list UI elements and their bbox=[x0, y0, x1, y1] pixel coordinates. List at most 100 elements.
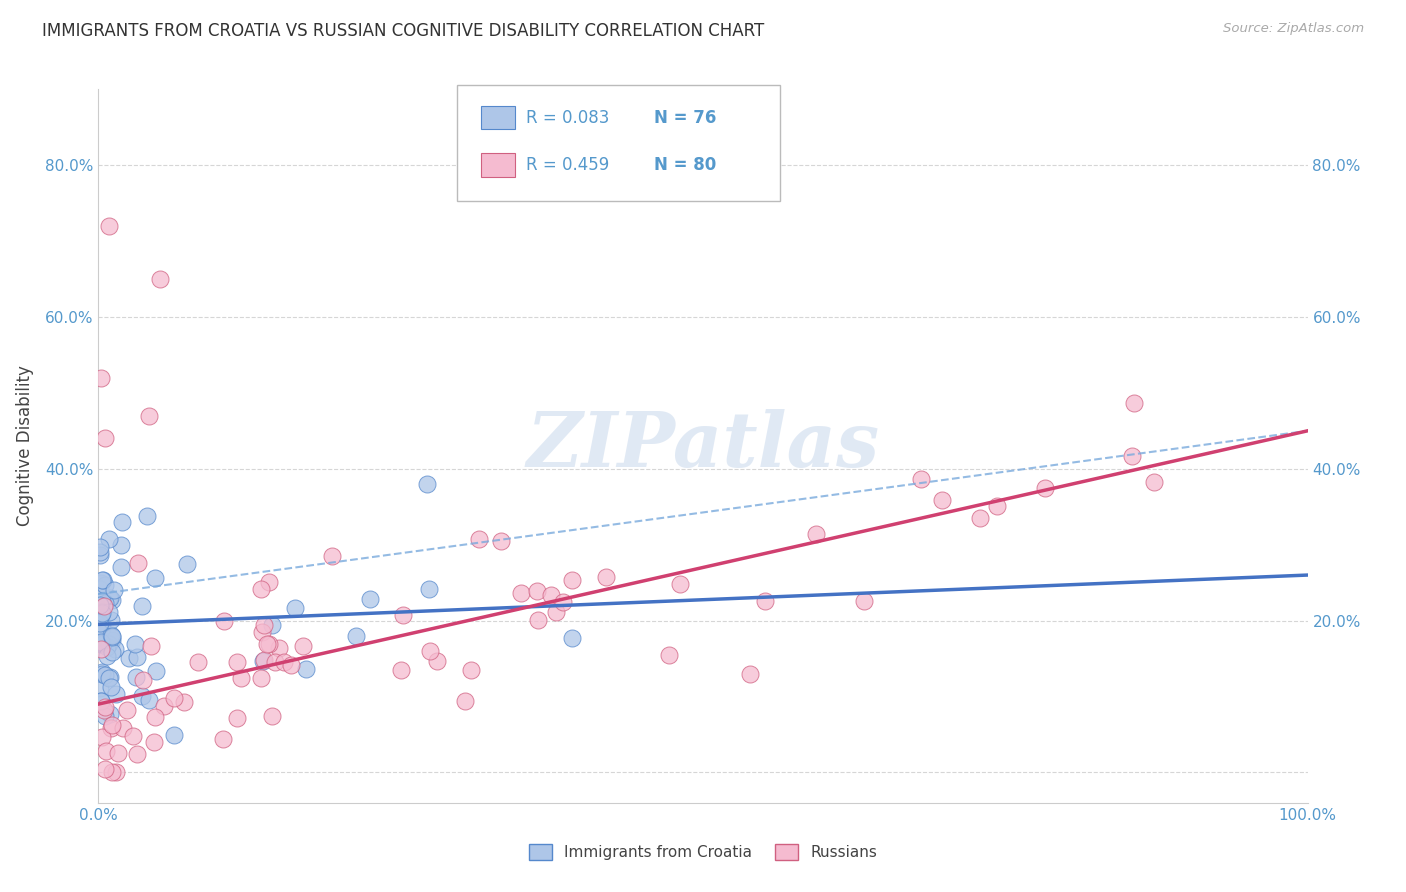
Point bbox=[98, 591, 121, 606]
Text: Source: ZipAtlas.com: Source: ZipAtlas.com bbox=[1223, 22, 1364, 36]
Point bbox=[89, 549, 111, 563]
Point bbox=[131, 599, 153, 613]
Point bbox=[101, 645, 124, 659]
Point bbox=[131, 689, 153, 703]
Point bbox=[389, 664, 412, 678]
Point bbox=[105, 765, 128, 780]
Point bbox=[91, 622, 114, 636]
Point bbox=[141, 639, 163, 653]
Point bbox=[419, 643, 441, 657]
Point bbox=[93, 703, 115, 717]
Point bbox=[111, 722, 134, 736]
Point bbox=[98, 670, 121, 684]
Point bbox=[415, 477, 437, 491]
Point bbox=[90, 606, 112, 620]
Point bbox=[460, 664, 482, 678]
Point bbox=[595, 570, 617, 584]
Point bbox=[418, 582, 440, 596]
Text: N = 76: N = 76 bbox=[654, 109, 716, 127]
Point bbox=[94, 700, 117, 714]
Point bbox=[250, 582, 273, 596]
Point bbox=[110, 560, 132, 574]
Point bbox=[527, 613, 550, 627]
Point bbox=[90, 575, 112, 590]
Point bbox=[1143, 475, 1166, 490]
Point bbox=[103, 582, 125, 597]
Point bbox=[668, 576, 690, 591]
Point bbox=[509, 585, 531, 599]
Point bbox=[91, 666, 114, 681]
Point bbox=[754, 594, 776, 608]
Point bbox=[526, 583, 548, 598]
Point bbox=[214, 615, 236, 629]
Point bbox=[100, 721, 122, 735]
Point bbox=[94, 596, 117, 610]
Point bbox=[90, 370, 112, 384]
Text: IMMIGRANTS FROM CROATIA VS RUSSIAN COGNITIVE DISABILITY CORRELATION CHART: IMMIGRANTS FROM CROATIA VS RUSSIAN COGNI… bbox=[42, 22, 765, 40]
Point bbox=[149, 272, 172, 286]
Point bbox=[100, 628, 122, 642]
Point bbox=[89, 593, 111, 607]
Point bbox=[125, 670, 148, 684]
Point bbox=[101, 765, 124, 780]
Point bbox=[90, 605, 112, 619]
Point bbox=[1033, 481, 1056, 495]
Point bbox=[96, 640, 118, 654]
Point bbox=[273, 655, 295, 669]
Point bbox=[110, 538, 132, 552]
Point bbox=[256, 637, 278, 651]
Point bbox=[104, 641, 127, 656]
Point bbox=[454, 694, 477, 708]
Point bbox=[100, 680, 122, 694]
Point bbox=[105, 687, 128, 701]
Point bbox=[153, 699, 176, 714]
Point bbox=[90, 623, 112, 637]
Point bbox=[91, 637, 114, 651]
Point bbox=[187, 655, 209, 669]
Point bbox=[260, 708, 283, 723]
Point bbox=[98, 671, 121, 685]
Point bbox=[89, 545, 111, 559]
Point bbox=[127, 747, 149, 761]
Point bbox=[284, 601, 307, 615]
Text: R = 0.459: R = 0.459 bbox=[526, 156, 609, 174]
Point bbox=[931, 492, 953, 507]
Point bbox=[96, 648, 118, 663]
Point bbox=[804, 527, 827, 541]
Point bbox=[295, 661, 318, 675]
Point bbox=[143, 570, 166, 584]
Point bbox=[250, 672, 273, 686]
Point bbox=[96, 744, 118, 758]
Point bbox=[89, 681, 111, 695]
Point bbox=[392, 607, 415, 622]
Point bbox=[101, 718, 124, 732]
Point bbox=[250, 624, 273, 639]
Point bbox=[89, 637, 111, 651]
Point bbox=[93, 599, 115, 613]
Point bbox=[280, 658, 302, 673]
Point bbox=[94, 431, 117, 445]
Point bbox=[97, 605, 120, 619]
Point bbox=[252, 617, 274, 632]
Point bbox=[546, 605, 568, 619]
Point bbox=[127, 556, 149, 570]
Point bbox=[910, 472, 932, 486]
Point bbox=[468, 533, 491, 547]
Point bbox=[125, 649, 148, 664]
Point bbox=[100, 706, 122, 721]
Point bbox=[738, 666, 761, 681]
Point bbox=[346, 629, 368, 643]
Point bbox=[1121, 449, 1143, 463]
Text: ZIPatlas: ZIPatlas bbox=[526, 409, 880, 483]
Point bbox=[226, 711, 249, 725]
Point bbox=[90, 730, 112, 744]
Point bbox=[124, 637, 146, 651]
Point bbox=[90, 641, 112, 656]
Point bbox=[90, 573, 112, 587]
Point bbox=[131, 673, 153, 687]
Point bbox=[491, 534, 513, 549]
Point bbox=[145, 665, 167, 679]
Point bbox=[267, 640, 290, 655]
Point bbox=[176, 557, 198, 571]
Point bbox=[101, 633, 124, 648]
